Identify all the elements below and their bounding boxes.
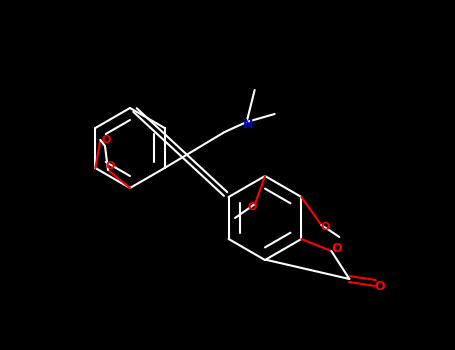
Text: N: N: [243, 119, 253, 132]
Text: O: O: [101, 135, 111, 145]
Text: O: O: [321, 222, 330, 232]
Text: O: O: [331, 243, 342, 256]
Text: O: O: [248, 202, 257, 212]
Text: O: O: [374, 280, 384, 294]
Text: O: O: [105, 161, 115, 171]
